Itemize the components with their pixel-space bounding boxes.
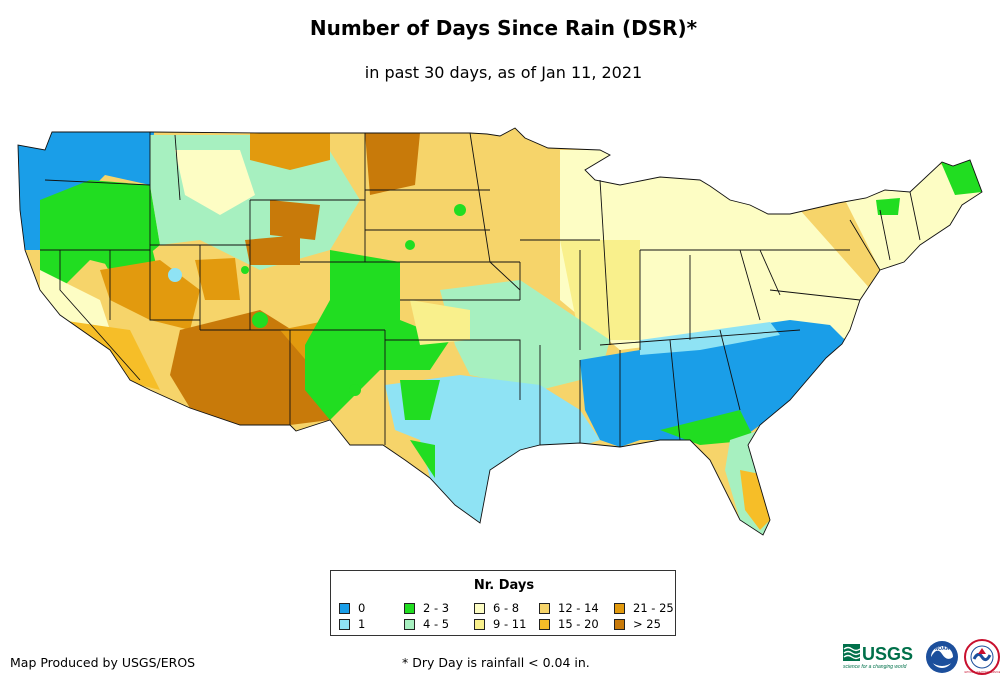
credit-text: Map Produced by USGS/EROS [10,655,196,670]
svg-text:science for a changing world: science for a changing world [843,664,907,669]
legend-swatch [339,619,350,630]
state-boundaries [17,127,983,536]
map-title: Number of Days Since Rain (DSR)* [309,16,698,40]
legend-swatch [614,619,625,630]
legend-label: > 25 [633,617,661,631]
svg-text:NATIONAL WEATHER SERVICE: NATIONAL WEATHER SERVICE [964,671,1000,674]
usgs-logo: USGS science for a changing world [843,644,913,669]
legend-item: 9 - 11 [474,618,526,631]
legend-item: 1 [339,618,365,631]
noaa-logo: NOAA [926,641,958,673]
dsr-fill-layer [18,128,982,535]
legend-item: 15 - 20 [539,618,599,631]
legend-item: > 25 [614,618,661,631]
map-subtitle: in past 30 days, as of Jan 11, 2021 [364,63,643,82]
legend-label: 6 - 8 [493,601,520,615]
legend-item: 2 - 3 [404,602,449,615]
legend-item: 4 - 5 [404,618,449,631]
legend-label: 0 [358,601,366,615]
legend-item: 12 - 14 [539,602,599,615]
legend-swatch [339,603,350,614]
legend-label: 12 - 14 [558,601,599,615]
legend-swatch [404,619,415,630]
legend-swatch [539,619,550,630]
legend-swatch [474,619,485,630]
legend-title: Nr. Days [473,578,535,593]
svg-text:NOAA: NOAA [935,646,950,652]
nws-logo: NATIONAL WEATHER SERVICE [964,639,1000,675]
legend-label: 15 - 20 [558,617,599,631]
legend-swatch [404,603,415,614]
legend: Nr. Days 0 1 2 - 3 4 - 5 6 - 8 9 - 11 12 - 14 1… [330,570,676,636]
legend-label: 1 [358,617,366,631]
legend-swatch [474,603,485,614]
footnote-text: * Dry Day is rainfall < 0.04 in. [402,655,590,670]
legend-swatch [614,603,625,614]
legend-item: 21 - 25 [614,602,674,615]
legend-label: 4 - 5 [423,617,450,631]
legend-label: 2 - 3 [423,601,450,615]
svg-text:USGS: USGS [862,644,913,664]
legend-label: 9 - 11 [493,617,527,631]
legend-swatch [539,603,550,614]
legend-item: 6 - 8 [474,602,519,615]
legend-item: 0 [339,602,365,615]
legend-label: 21 - 25 [633,601,674,615]
